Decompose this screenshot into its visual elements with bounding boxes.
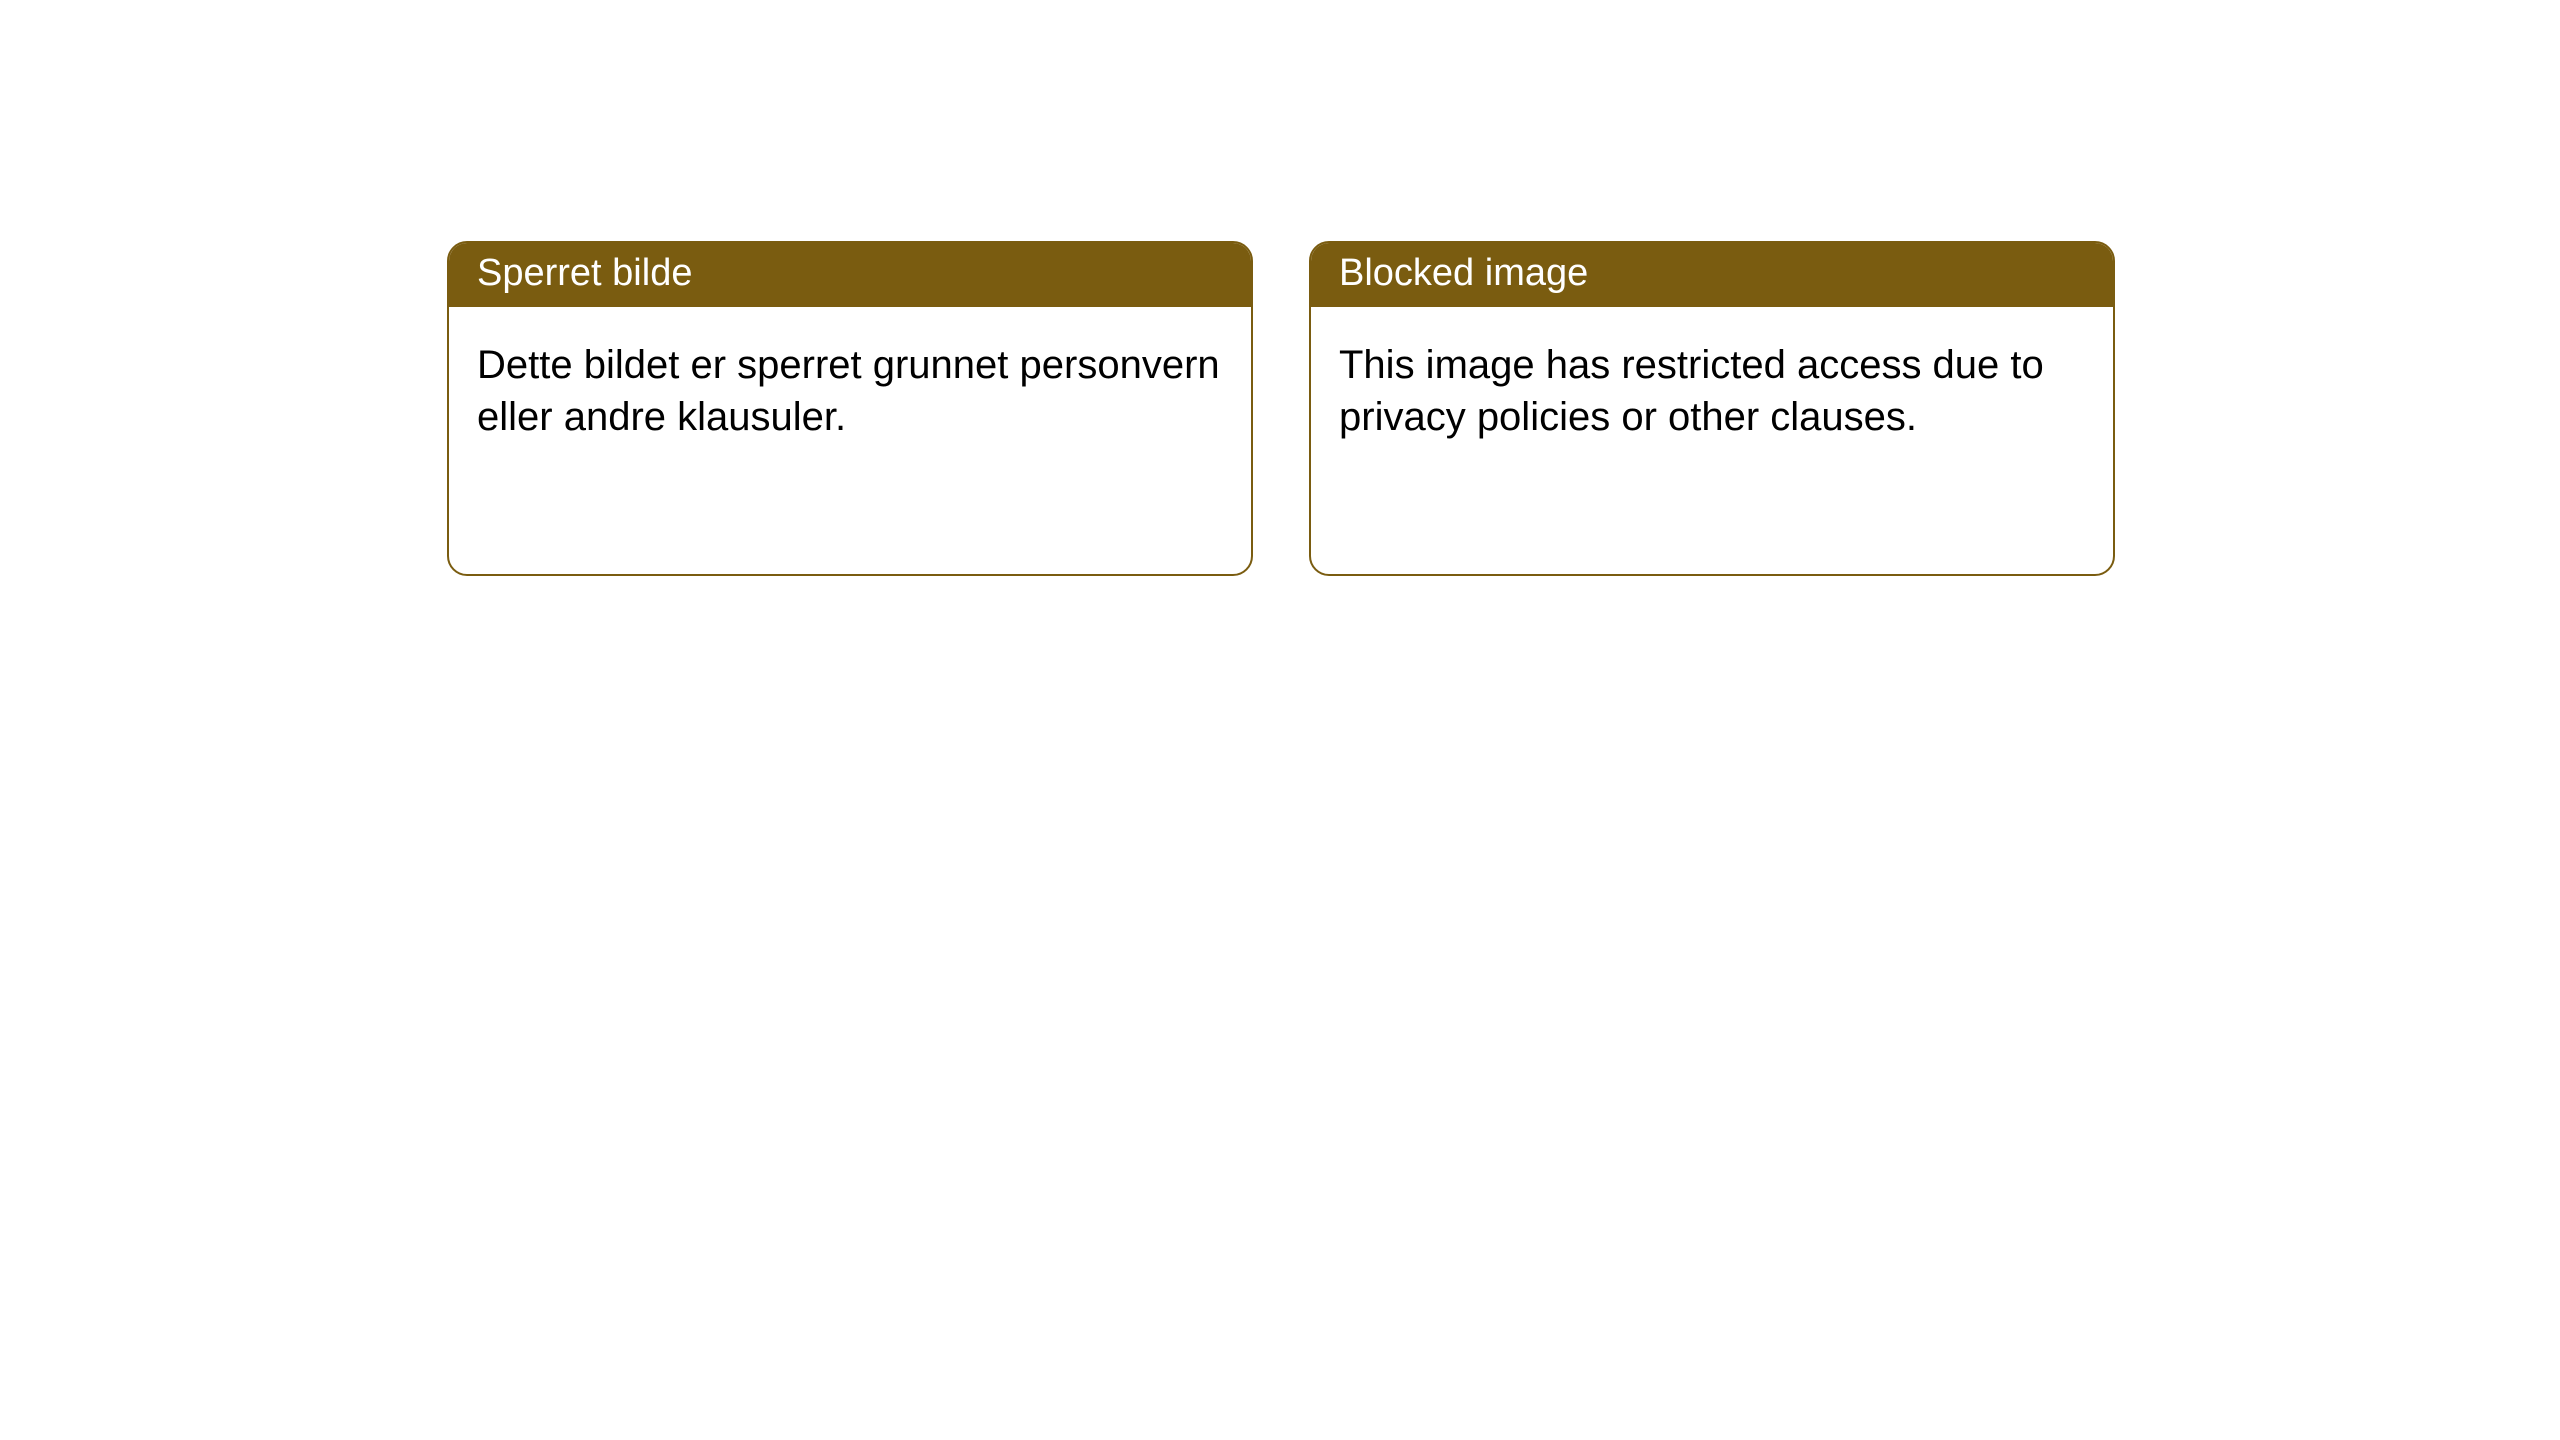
message-card-container: Sperret bilde Dette bildet er sperret gr… [0,0,2560,576]
blocked-image-card-en: Blocked image This image has restricted … [1309,241,2115,576]
blocked-image-card-no: Sperret bilde Dette bildet er sperret gr… [447,241,1253,576]
card-body: This image has restricted access due to … [1311,307,2113,475]
card-header: Blocked image [1311,243,2113,307]
card-header: Sperret bilde [449,243,1251,307]
card-body: Dette bildet er sperret grunnet personve… [449,307,1251,475]
